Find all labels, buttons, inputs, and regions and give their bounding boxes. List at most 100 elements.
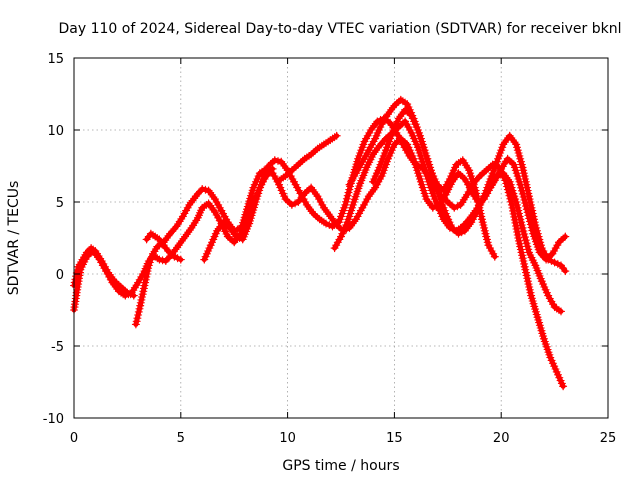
data-point xyxy=(205,199,213,207)
data-point xyxy=(371,135,379,143)
data-point xyxy=(194,214,202,222)
data-point xyxy=(333,221,341,229)
data-point xyxy=(422,195,430,203)
data-point xyxy=(386,119,394,127)
data-point xyxy=(440,186,448,194)
data-point xyxy=(309,210,317,218)
series-arc-7 xyxy=(275,131,341,185)
data-point xyxy=(104,269,112,277)
data-point xyxy=(461,227,469,235)
data-point xyxy=(211,195,219,203)
data-point xyxy=(401,106,409,114)
data-point xyxy=(442,210,450,218)
data-point xyxy=(331,244,339,252)
data-point xyxy=(382,146,390,154)
x-tick-label: 10 xyxy=(279,431,296,446)
data-point xyxy=(192,192,200,200)
data-point xyxy=(224,233,232,241)
data-point xyxy=(277,158,285,166)
data-point xyxy=(491,253,499,261)
data-point xyxy=(281,195,289,203)
data-point xyxy=(326,212,334,220)
data-point xyxy=(544,256,552,264)
data-point xyxy=(239,235,247,243)
data-point xyxy=(403,140,411,148)
data-point xyxy=(375,142,383,150)
x-tick-label: 0 xyxy=(70,431,78,446)
data-point xyxy=(232,233,240,241)
data-point xyxy=(294,198,302,206)
data-point xyxy=(403,100,411,108)
data-point xyxy=(145,261,153,269)
data-point xyxy=(301,189,309,197)
data-point xyxy=(316,215,324,223)
data-point xyxy=(561,233,569,241)
data-point xyxy=(450,204,458,212)
series-arc-4 xyxy=(142,229,185,264)
data-point xyxy=(74,263,82,271)
y-tick-label: -10 xyxy=(43,412,64,427)
data-point xyxy=(446,175,454,183)
data-point xyxy=(525,192,533,200)
data-point xyxy=(314,145,322,153)
data-point xyxy=(290,178,298,186)
data-point xyxy=(559,382,567,390)
data-point xyxy=(175,241,183,249)
data-point xyxy=(181,233,189,241)
data-point xyxy=(499,140,507,148)
data-point xyxy=(555,238,563,246)
data-point xyxy=(117,283,125,291)
data-point xyxy=(551,258,559,266)
data-point xyxy=(534,313,542,321)
data-point xyxy=(493,158,501,166)
plot-frame xyxy=(73,57,609,419)
data-point xyxy=(262,165,270,173)
data-point xyxy=(166,230,174,238)
series-arc-2 xyxy=(69,244,138,300)
data-point xyxy=(307,184,315,192)
data-point xyxy=(448,224,456,232)
data-point xyxy=(98,257,106,265)
data-point xyxy=(288,166,296,174)
data-point xyxy=(395,114,403,122)
x-tick-label: 15 xyxy=(386,431,403,446)
data-point xyxy=(367,126,375,134)
y-tick-label: 0 xyxy=(56,268,64,283)
data-point xyxy=(326,136,334,144)
data-point xyxy=(237,227,245,235)
x-tick-label: 25 xyxy=(600,431,617,446)
data-point xyxy=(343,218,351,226)
data-point xyxy=(435,192,443,200)
series-trail xyxy=(276,133,340,183)
data-point xyxy=(87,244,95,252)
data-point xyxy=(365,146,373,154)
data-point xyxy=(548,250,556,258)
data-point xyxy=(482,166,490,174)
data-point xyxy=(527,292,535,300)
data-point xyxy=(123,289,131,297)
series-arc-9 xyxy=(345,95,570,276)
data-point xyxy=(173,222,181,230)
data-point xyxy=(333,132,341,140)
data-point xyxy=(454,230,462,238)
data-point xyxy=(358,204,366,212)
data-point xyxy=(378,120,386,128)
data-point xyxy=(147,230,155,238)
data-point xyxy=(187,224,195,232)
data-point xyxy=(414,126,422,134)
data-point xyxy=(143,235,151,243)
data-point xyxy=(407,112,415,120)
data-point xyxy=(275,176,283,184)
data-point xyxy=(390,102,398,110)
data-point xyxy=(512,140,520,148)
data-point xyxy=(514,234,522,242)
data-point xyxy=(220,218,228,226)
data-point xyxy=(363,163,371,171)
chart-title: Day 110 of 2024, Sidereal Day-to-day VTE… xyxy=(59,21,622,37)
axis-ticks: 0 5 10 15 20 25 -10 -5 0 5 10 15 xyxy=(43,52,617,446)
data-point xyxy=(198,185,206,193)
data-point xyxy=(531,221,539,229)
data-series xyxy=(69,95,570,391)
data-point xyxy=(217,207,225,215)
data-point xyxy=(480,192,488,200)
